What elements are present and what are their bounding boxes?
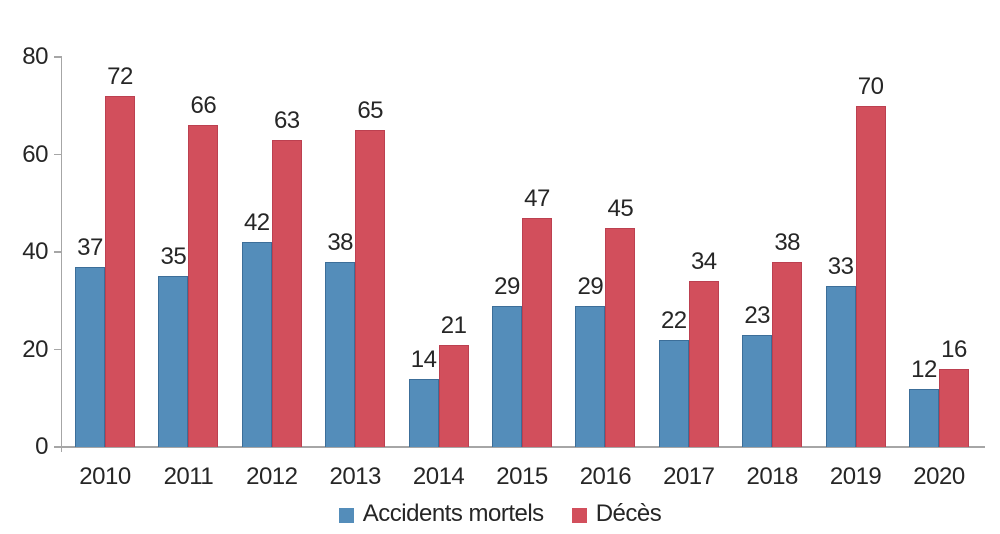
value-label-deces-2015: 47 [524, 184, 550, 212]
y-axis-label-80: 80 [22, 43, 48, 70]
value-label-deces-2014: 21 [440, 311, 467, 339]
bar-deces-2020 [939, 369, 969, 447]
value-label-accidents-mortels-2011: 35 [160, 243, 187, 271]
bar-accidents-mortels-2016 [575, 305, 606, 447]
x-axis-label-2015: 2015 [496, 463, 548, 490]
bar-deces-2016 [605, 227, 636, 447]
bar-accidents-mortels-2019 [825, 286, 856, 447]
x-axis-label-2020: 2020 [913, 463, 965, 490]
bar-deces-2012 [271, 139, 302, 447]
bar-accidents-mortels-2010 [75, 266, 105, 447]
bar-deces-2019 [855, 105, 886, 447]
x-axis-line [54, 446, 985, 448]
bar-deces-2013 [355, 130, 386, 447]
value-label-accidents-mortels-2014: 14 [410, 345, 437, 373]
x-axis-label-2012: 2012 [246, 463, 298, 490]
bar-accidents-mortels-2011 [158, 276, 189, 447]
x-axis-label-2017: 2017 [663, 463, 715, 490]
value-label-deces-2016: 45 [607, 194, 634, 222]
value-label-accidents-mortels-2018: 23 [744, 301, 771, 329]
legend-swatch-deces [571, 507, 587, 523]
value-label-deces-2011: 66 [190, 92, 217, 120]
x-axis-label-2019: 2019 [829, 463, 882, 490]
y-axis-label-60: 60 [22, 140, 48, 168]
value-label-deces-2010: 72 [107, 63, 133, 90]
bar-accidents-mortels-2015 [492, 305, 522, 447]
bar-deces-2010 [105, 96, 135, 447]
x-axis-label-2018: 2018 [746, 463, 798, 490]
value-label-accidents-mortels-2012: 42 [243, 209, 270, 237]
y-axis-label-0: 0 [35, 433, 48, 460]
y-axis-line [60, 57, 62, 452]
value-label-deces-2017: 34 [690, 248, 717, 276]
bar-deces-2018 [772, 261, 803, 447]
y-axis-tick-40 [54, 251, 62, 253]
bar-accidents-mortels-2018 [742, 334, 773, 447]
bar-accidents-mortels-2017 [658, 339, 689, 447]
x-axis-label-2011: 2011 [163, 463, 214, 490]
legend-label-accidents-mortels: Accidents mortels [362, 500, 544, 527]
y-axis-label-20: 20 [22, 335, 48, 363]
bar-accidents-mortels-2014 [408, 378, 439, 447]
value-label-accidents-mortels-2013: 38 [327, 228, 354, 256]
bar-accidents-mortels-2012 [241, 242, 272, 447]
legend-swatch-accidents-mortels [338, 507, 354, 523]
legend: Accidents mortels Décès [0, 497, 1000, 531]
value-label-deces-2012: 63 [273, 106, 300, 134]
value-label-deces-2018: 38 [774, 228, 801, 256]
value-label-deces-2020: 16 [941, 336, 967, 363]
value-label-accidents-mortels-2019: 33 [827, 253, 854, 281]
bar-deces-2015 [522, 217, 552, 447]
y-axis-tick-60 [54, 153, 62, 156]
legend-item-accidents-mortels: Accidents mortels [338, 500, 544, 528]
bar-accidents-mortels-2020 [909, 388, 939, 447]
bar-deces-2011 [188, 125, 219, 447]
value-label-accidents-mortels-2017: 22 [660, 306, 687, 334]
y-axis-tick-20 [54, 348, 62, 351]
y-axis-label-40: 40 [22, 238, 48, 265]
legend-label-deces: Décès [595, 500, 662, 527]
value-label-accidents-mortels-2020: 12 [911, 355, 937, 383]
value-label-accidents-mortels-2010: 37 [77, 233, 103, 261]
bar-accidents-mortels-2013 [325, 261, 356, 447]
legend-item-deces: Décès [571, 500, 662, 528]
value-label-deces-2013: 65 [357, 97, 384, 125]
bar-deces-2017 [688, 281, 719, 447]
value-label-accidents-mortels-2016: 29 [577, 272, 604, 300]
value-label-accidents-mortels-2015: 29 [494, 272, 520, 300]
bar-deces-2014 [438, 344, 469, 447]
x-axis-label-2016: 2016 [579, 463, 632, 490]
x-axis-label-2010: 2010 [79, 463, 131, 490]
y-axis-tick-0 [54, 446, 62, 448]
x-axis-label-2014: 2014 [412, 463, 465, 490]
value-label-deces-2019: 70 [857, 72, 884, 100]
x-axis-label-2013: 2013 [329, 463, 381, 490]
y-axis-tick-80 [54, 56, 62, 58]
